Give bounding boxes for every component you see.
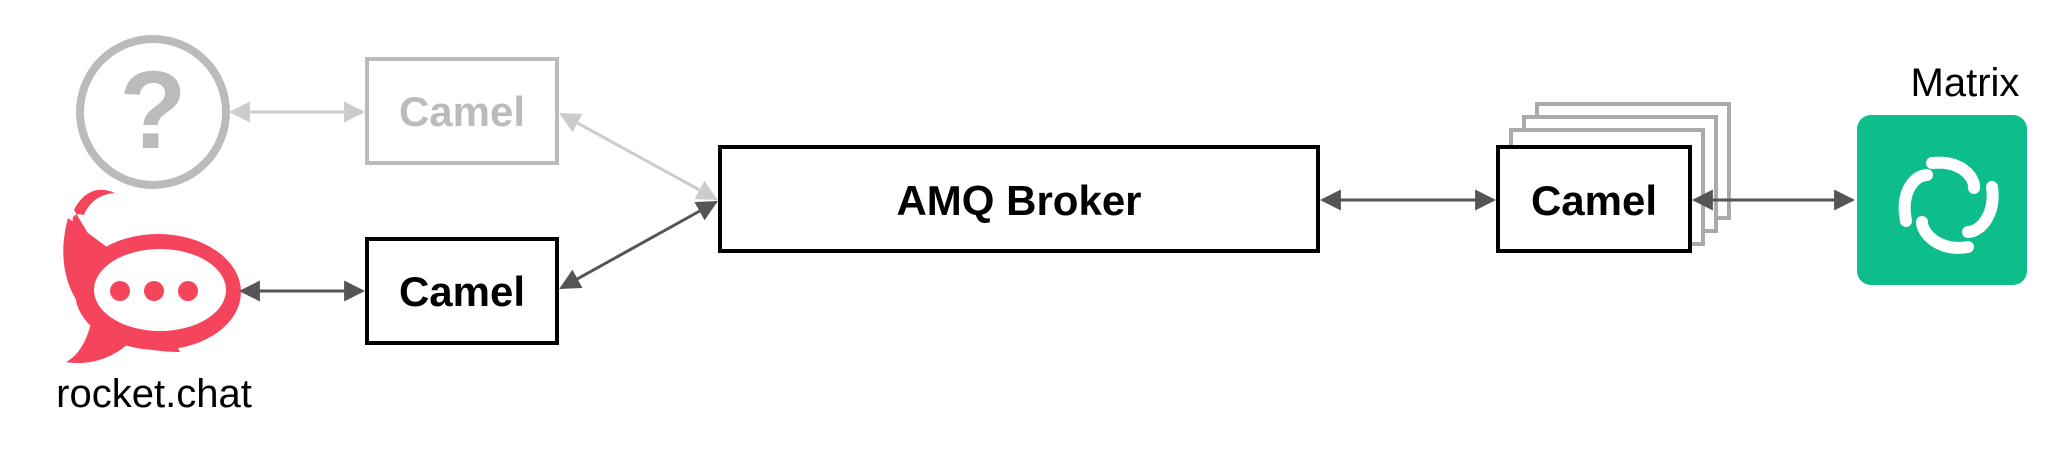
matrix-label: Matrix	[1911, 61, 2020, 105]
amq-broker-node: AMQ Broker	[718, 145, 1320, 253]
arrow-camel-faded-to-broker	[559, 112, 718, 201]
rocket-chat-label: rocket.chat	[56, 372, 252, 416]
camel-matrix-label: Camel	[1531, 177, 1657, 224]
camel-matrix-node: Camel	[1496, 145, 1692, 253]
camel-faded-node: Camel	[365, 57, 559, 165]
camel-rocket-node: Camel	[365, 237, 559, 345]
camel-rocket-label: Camel	[399, 268, 525, 315]
connectors	[228, 101, 1856, 302]
question-glyph: ?	[119, 49, 186, 172]
question-mark-icon: ?	[76, 35, 230, 189]
rocket-chat-logo-icon	[63, 189, 241, 364]
arrow-camel-to-broker	[559, 200, 718, 290]
amq-broker-label: AMQ Broker	[896, 177, 1141, 224]
camel-faded-label: Camel	[399, 88, 525, 135]
element-matrix-logo-icon	[1857, 115, 2027, 285]
